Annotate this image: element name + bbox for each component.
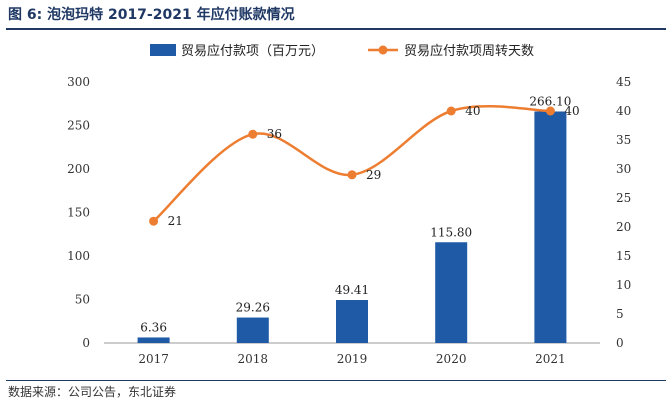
y-left-tick-label: 300 <box>67 75 90 89</box>
line-series <box>152 105 551 223</box>
source-note: 数据来源：公司公告，东北证券 <box>8 385 177 399</box>
y-left-tick-label: 250 <box>67 119 90 133</box>
y-right-tick-label: 35 <box>616 133 631 147</box>
y-left-tick-label: 200 <box>67 162 90 176</box>
bottom-rule <box>6 380 666 381</box>
y-right-tick-label: 30 <box>616 162 631 176</box>
bar <box>236 317 269 343</box>
bar-data-label: 115.80 <box>430 225 472 239</box>
line-data-label: 21 <box>168 214 183 228</box>
y-right-tick-label: 5 <box>616 307 624 321</box>
y-right-tick-label: 20 <box>616 220 631 234</box>
line-data-label: 36 <box>267 127 282 141</box>
x-tick-label: 2019 <box>337 352 368 366</box>
bar <box>534 111 567 343</box>
line-point <box>347 170 357 180</box>
title-rule <box>6 28 666 30</box>
legend-bar-label: 贸易应付款项（百万元） <box>181 43 324 59</box>
y-right-tick-label: 15 <box>616 249 631 263</box>
y-right-tick-label: 10 <box>616 278 631 292</box>
y-left-tick-label: 150 <box>67 206 90 220</box>
bar-data-label: 266.10 <box>529 94 571 108</box>
bar <box>336 300 368 343</box>
line-point <box>545 106 555 116</box>
bar-data-label: 49.41 <box>335 283 369 297</box>
line-data-label: 29 <box>366 168 381 182</box>
y-left-tick-label: 50 <box>75 293 90 307</box>
legend-bar-swatch <box>150 44 176 56</box>
bar <box>137 337 170 343</box>
legend-line-label: 贸易应付款项周转天数 <box>404 43 534 59</box>
x-tick-label: 2020 <box>436 352 467 366</box>
chart: 0 50 100 150 200 250 300 0 5 10 15 20 25 30 35 40 45 2017… <box>67 43 631 366</box>
x-tick-label: 2018 <box>238 352 269 366</box>
legend-line-marker <box>378 45 388 55</box>
x-tick-label: 2017 <box>138 352 169 366</box>
line-data-label: 40 <box>564 104 579 118</box>
y-right-tick-label: 25 <box>616 191 631 205</box>
bar-data-label: 29.26 <box>236 301 270 315</box>
line-point <box>149 216 159 226</box>
line-data-label: 40 <box>465 104 480 118</box>
y-right-tick-label: 0 <box>616 336 624 350</box>
y-left-tick-label: 100 <box>67 249 90 263</box>
figure-title: 图 6: 泡泡玛特 2017-2021 年应付账款情况 <box>8 7 295 23</box>
bar <box>435 242 468 343</box>
x-tick-label: 2021 <box>535 352 566 366</box>
y-right-tick-label: 45 <box>616 75 631 89</box>
y-right-tick-label: 40 <box>616 104 631 118</box>
line-point <box>248 129 258 139</box>
line-point <box>446 106 456 116</box>
bar-data-label: 6.36 <box>140 320 167 334</box>
y-left-tick-label: 0 <box>82 336 90 350</box>
